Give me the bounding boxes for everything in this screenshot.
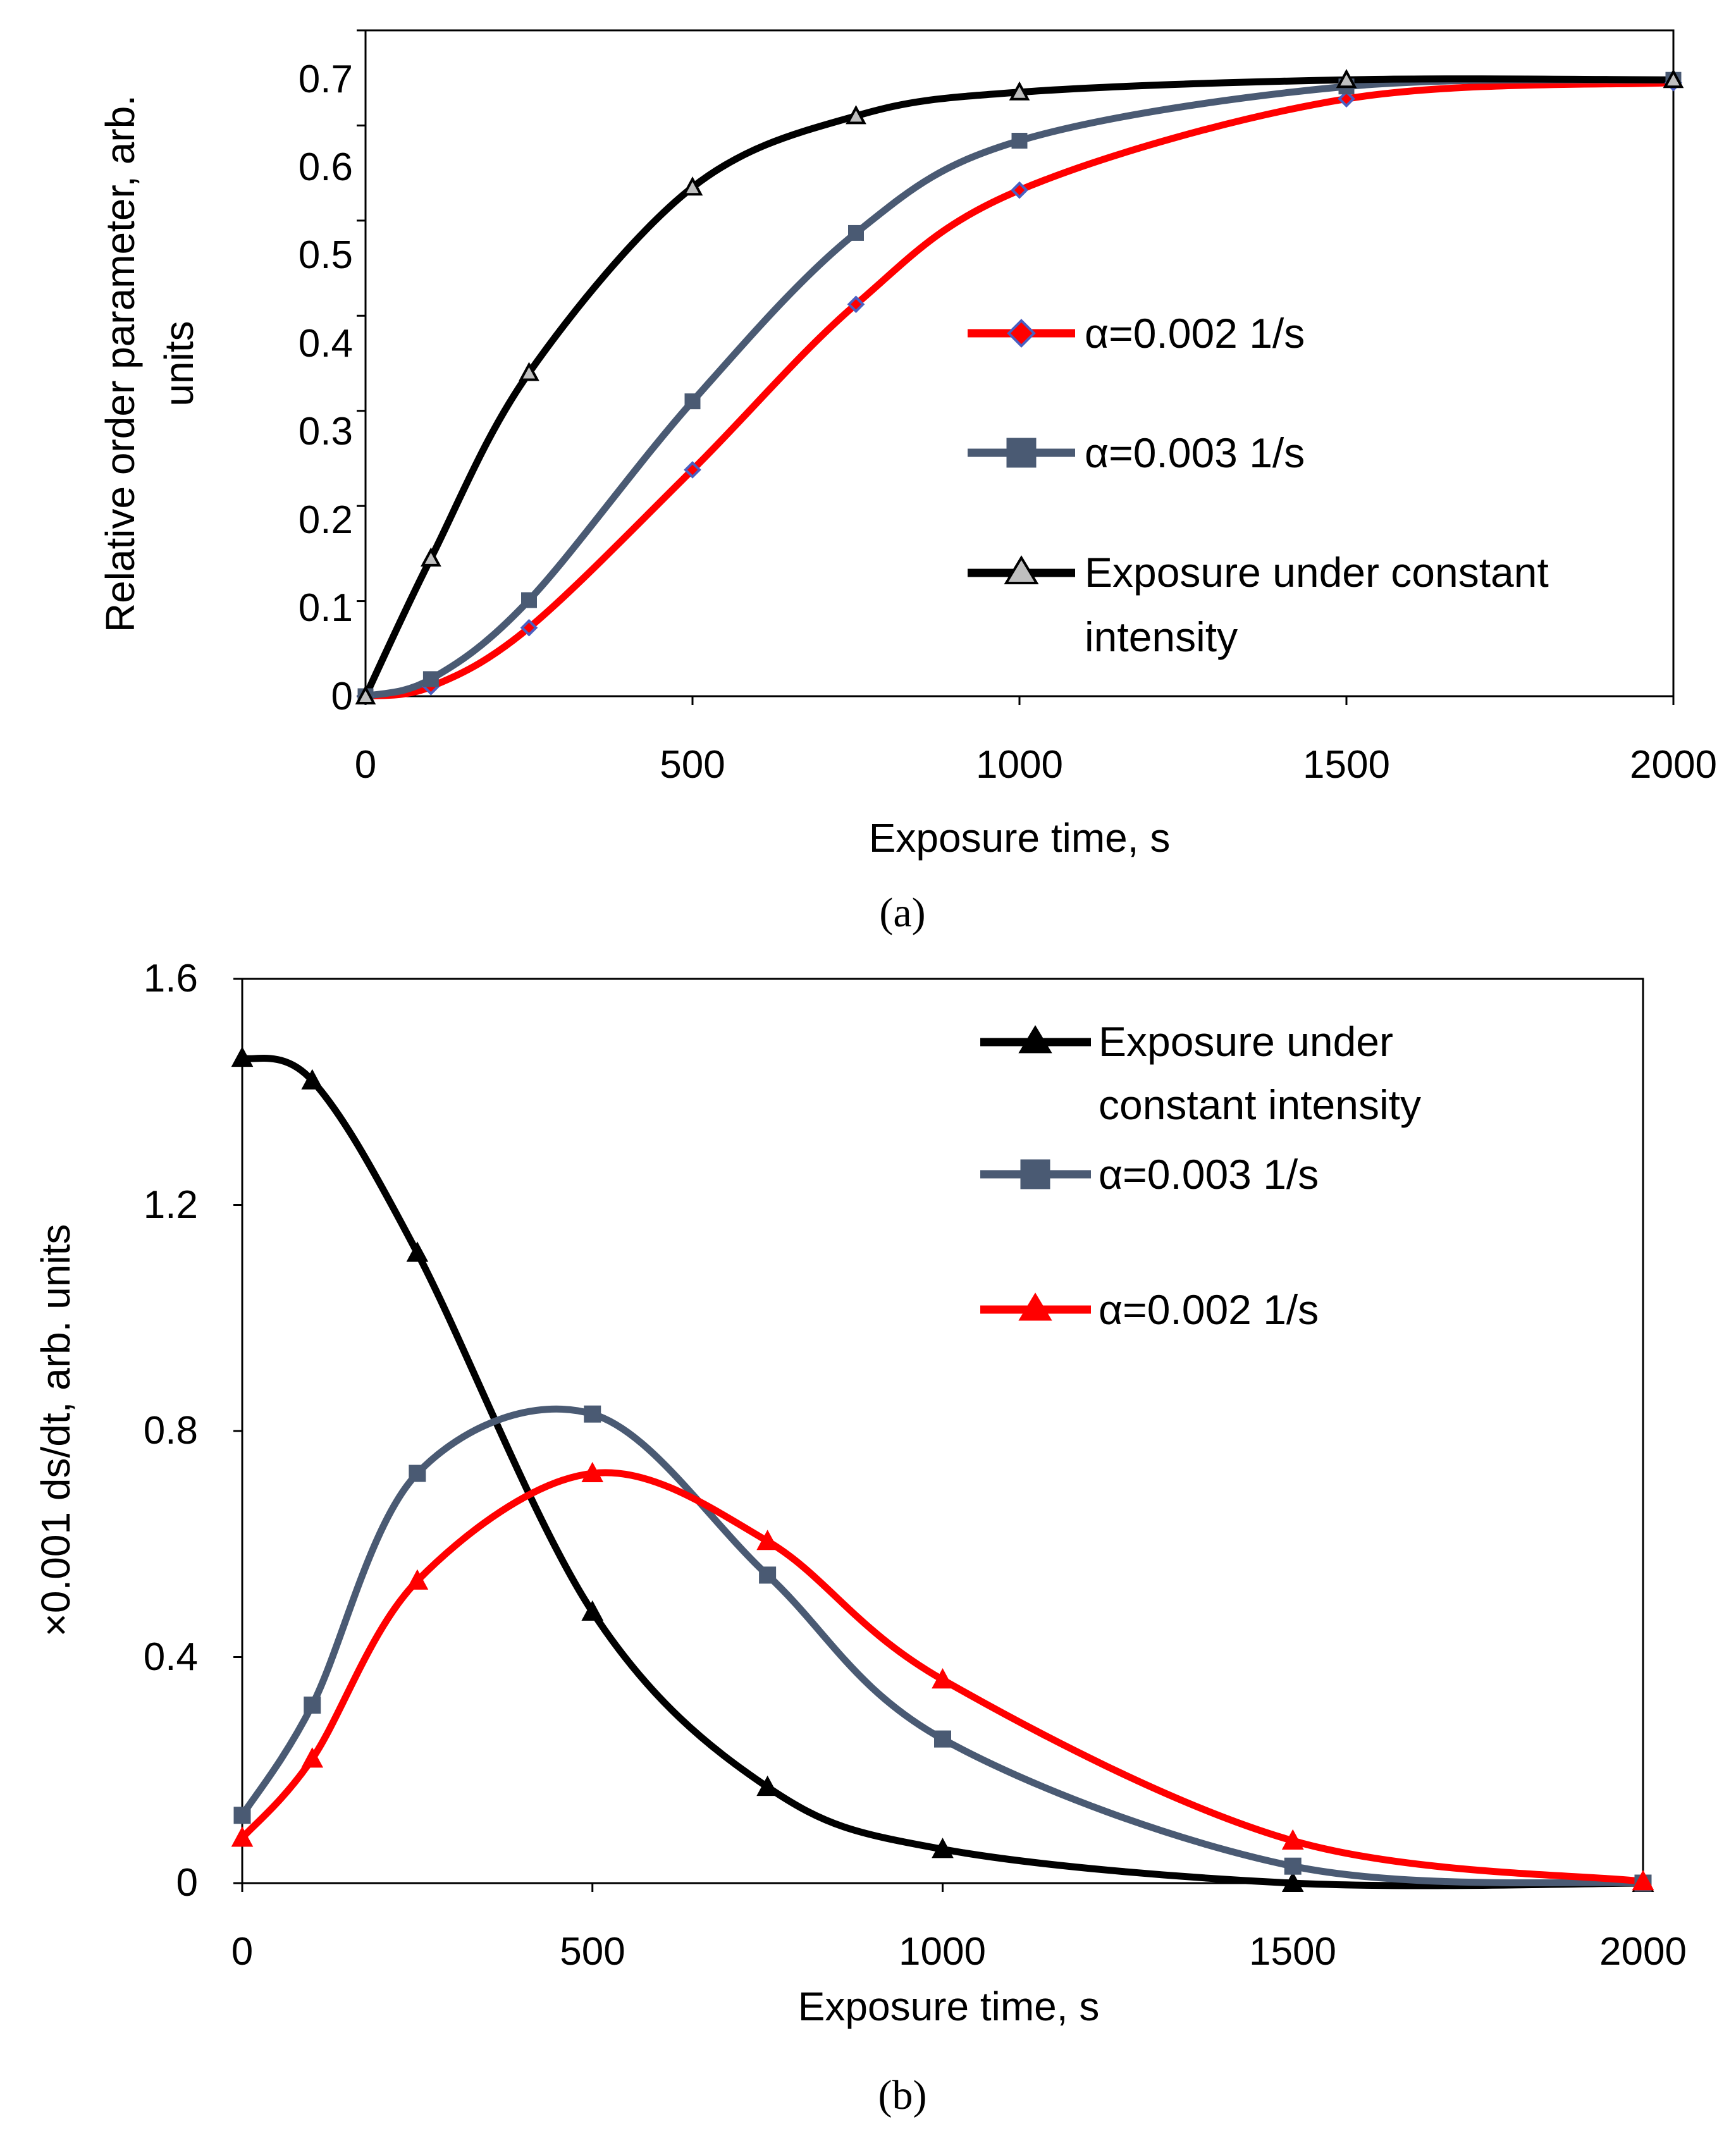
legend-entry-constant-intensity: Exposure under constant intensity	[968, 549, 1549, 660]
y-tick-label: 0.5	[299, 233, 353, 277]
data-point-triangle-marker	[231, 1826, 254, 1847]
chart-panel-b: 0 0.4 0.8 1.2 1.6 0 500 1000 1500 2000 E…	[33, 957, 1687, 2118]
legend-entry-constant-intensity: Exposure under constant intensity	[980, 1018, 1421, 1128]
legend-label: constant intensity	[1099, 1081, 1421, 1128]
y-axis-title-a-line1: Relative order parameter, arb.	[97, 95, 143, 632]
data-point-triangle-marker	[301, 1069, 324, 1090]
data-point-triangle-marker	[355, 685, 376, 704]
data-point-square-marker	[422, 671, 439, 687]
legend-swatch-square-marker	[1020, 1159, 1050, 1189]
y-tick-label: 0.1	[299, 586, 353, 630]
data-point-square-marker	[233, 1807, 251, 1824]
x-axis-title-a: Exposure time, s	[869, 815, 1171, 861]
series-group-a	[355, 69, 1684, 705]
data-point-square-marker	[848, 224, 864, 241]
data-point-square-marker	[304, 1696, 321, 1714]
x-axis-title-b: Exposure time, s	[798, 1984, 1100, 2029]
y-tick-label: 0.6	[299, 145, 353, 189]
data-point-square-marker	[934, 1730, 951, 1748]
y-tick-label: 0.4	[299, 322, 353, 365]
y-tick-label: 0.3	[299, 410, 353, 453]
data-point-square-marker	[759, 1566, 777, 1584]
y-axis-title-b: ×0.001 ds/dt, arb. units	[33, 1224, 78, 1637]
data-point-square-marker	[409, 1465, 426, 1482]
legend-a: α=0.002 1/s α=0.003 1/s Exposure under c…	[968, 310, 1549, 660]
legend-label: intensity	[1085, 613, 1238, 660]
legend-b: Exposure under constant intensity α=0.00…	[980, 1018, 1421, 1333]
data-point-triangle-marker	[301, 1747, 324, 1768]
chart-panel-a: 0 0.1 0.2 0.3 0.4 0.5 0.6 0.7 0 500 1000…	[97, 29, 1717, 936]
legend-label: Exposure under	[1099, 1018, 1393, 1065]
legend-swatch-square-marker	[1006, 438, 1037, 468]
y-tick-label: 1.2	[144, 1183, 198, 1227]
y-tick-label: 0	[176, 1861, 198, 1905]
x-tick-label: 1500	[1303, 743, 1390, 787]
data-point-triangle-marker	[846, 105, 866, 125]
data-point-square-marker	[521, 592, 537, 608]
y-tick-label: 0.2	[299, 498, 353, 542]
legend-swatch-triangle-marker	[1018, 1293, 1052, 1321]
data-point-triangle-marker	[1009, 81, 1030, 101]
series-group-b	[231, 1046, 1654, 1892]
x-tick-label: 500	[660, 743, 725, 787]
legend-swatch-triangle-marker	[1018, 1025, 1052, 1053]
data-point-triangle-marker	[406, 1569, 429, 1590]
data-point-triangle-marker	[932, 1838, 954, 1858]
legend-swatch-triangle-marker	[1004, 555, 1039, 584]
data-point-triangle-marker	[756, 1530, 779, 1551]
data-point-triangle-marker	[932, 1668, 954, 1689]
data-point-square-marker	[684, 393, 701, 410]
y-tick-label: 0.7	[299, 58, 353, 101]
legend-label: α=0.003 1/s	[1085, 429, 1305, 476]
data-point-triangle-marker	[756, 1775, 779, 1796]
y-tick-label: 0	[331, 675, 353, 718]
data-point-diamond-marker	[1011, 181, 1028, 199]
panel-label-b: (b)	[878, 2072, 927, 2118]
data-point-triangle-marker	[1632, 1870, 1654, 1891]
y-tick-label: 0.8	[144, 1409, 198, 1452]
y-axis-title-a-line2: units	[156, 321, 202, 406]
data-point-triangle-marker	[519, 362, 539, 381]
data-point-triangle-marker	[1281, 1829, 1304, 1850]
legend-label: α=0.002 1/s	[1085, 310, 1305, 357]
data-point-square-marker	[584, 1405, 601, 1423]
data-point-diamond-marker	[847, 295, 865, 314]
legend-entry-alpha-0003: α=0.003 1/s	[968, 429, 1305, 476]
y-tick-label: 1.6	[144, 957, 198, 1000]
legend-label: Exposure under constant	[1085, 549, 1549, 596]
x-tick-label: 2000	[1630, 743, 1717, 787]
data-point-triangle-marker	[1336, 69, 1357, 89]
data-point-triangle-marker	[1663, 69, 1684, 89]
data-point-diamond-marker	[1338, 90, 1355, 108]
legend-entry-alpha-0003: α=0.003 1/s	[980, 1151, 1319, 1198]
legend-label: α=0.002 1/s	[1099, 1286, 1319, 1333]
x-tick-label: 500	[560, 1930, 625, 1974]
x-tick-label: 1500	[1249, 1930, 1336, 1974]
x-tick-label: 2000	[1599, 1930, 1687, 1974]
legend-swatch-diamond-marker	[1007, 319, 1036, 348]
data-point-triangle-marker	[1281, 1871, 1304, 1892]
data-point-diamond-marker	[684, 461, 701, 479]
x-tick-label: 0	[355, 743, 376, 787]
y-tick-label: 0.4	[144, 1635, 198, 1679]
x-tick-label: 0	[231, 1930, 253, 1974]
legend-label: α=0.003 1/s	[1099, 1151, 1319, 1198]
data-point-square-marker	[1284, 1857, 1302, 1875]
legend-entry-alpha-0002: α=0.002 1/s	[968, 310, 1305, 357]
data-point-diamond-marker	[520, 618, 538, 637]
x-tick-label: 1000	[976, 743, 1063, 787]
panel-label-a: (a)	[879, 890, 925, 936]
data-point-triangle-marker	[581, 1461, 604, 1483]
data-point-square-marker	[1011, 132, 1028, 149]
data-point-triangle-marker	[406, 1241, 429, 1262]
x-tick-label: 1000	[899, 1930, 986, 1974]
legend-entry-alpha-0002: α=0.002 1/s	[980, 1286, 1319, 1333]
data-point-triangle-marker	[231, 1046, 254, 1067]
data-point-triangle-marker	[421, 547, 441, 567]
data-point-triangle-marker	[682, 176, 703, 196]
data-point-triangle-marker	[581, 1600, 604, 1621]
